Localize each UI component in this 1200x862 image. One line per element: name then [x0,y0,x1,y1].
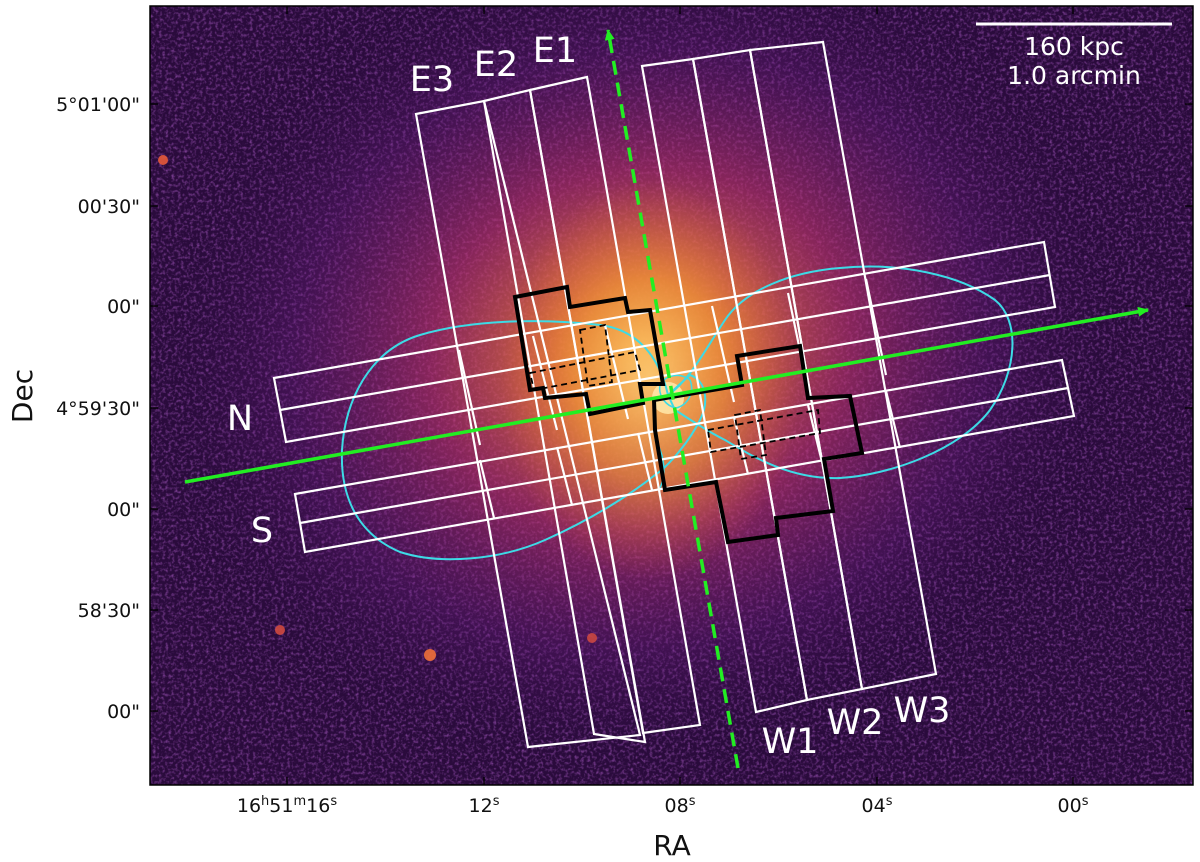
strip-E3 [414,99,642,749]
strip-N [272,240,1057,444]
scale-bar-length: 160 kpc [1024,32,1124,61]
dec-tick-label: 00'30" [78,196,140,218]
ra-tick-label: 04s [862,794,893,817]
scale-bar-angle: 1.0 arcmin [1007,61,1141,90]
ra-tick-label: 00s [1058,794,1089,817]
dec-tick-labels: 5°01'00" 00'30" 00" 4°59'30" 00" 58'30" … [56,94,140,723]
label-S: S [251,511,273,551]
label-E1: E1 [533,31,577,71]
dec-tick-label: 00" [107,701,140,723]
dec-tick-label: 00" [107,296,140,318]
highlight-region-west [651,343,865,545]
ra-tick-label: 08s [665,794,696,817]
major-axis-arrow [184,306,1149,484]
x-axis-title: RA [653,829,690,862]
point-source [587,633,597,643]
label-E3: E3 [410,60,454,100]
strip-W3 [748,40,938,691]
point-source [158,155,168,165]
label-N: N [227,399,253,439]
highlight-region-east [512,284,666,417]
label-E2: E2 [474,45,518,85]
label-W3: W3 [894,691,951,731]
highlight-dashed-subregions [528,323,821,461]
ra-tick-label: 12s [469,794,500,817]
plot-frame [149,5,1194,786]
ra-tick-labels: 16h51m16s 12s 08s 04s 00s [237,794,1089,817]
point-source [275,625,285,635]
minor-axis-arrow [604,29,740,769]
dec-tick-label: 4°59'30" [56,398,140,420]
strip-E2 [482,88,647,744]
tick-marks [150,6,1193,785]
xray-image: 160 kpc 1.0 arcmin E3 E2 E1 W1 W2 W3 N S [150,6,1193,785]
dec-tick-label: 5°01'00" [56,94,140,116]
label-W2: W2 [827,703,884,743]
cluster-bright-region [500,180,800,580]
ra-tick-label: 16h51m16s [237,794,337,817]
strip-S [293,358,1076,554]
strip-E1 [528,75,702,735]
dec-tick-label: 00" [107,499,140,521]
label-W1: W1 [762,722,819,762]
y-axis-title: Dec [6,369,39,423]
point-source [424,649,436,661]
dec-tick-label: 58'30" [78,600,140,622]
